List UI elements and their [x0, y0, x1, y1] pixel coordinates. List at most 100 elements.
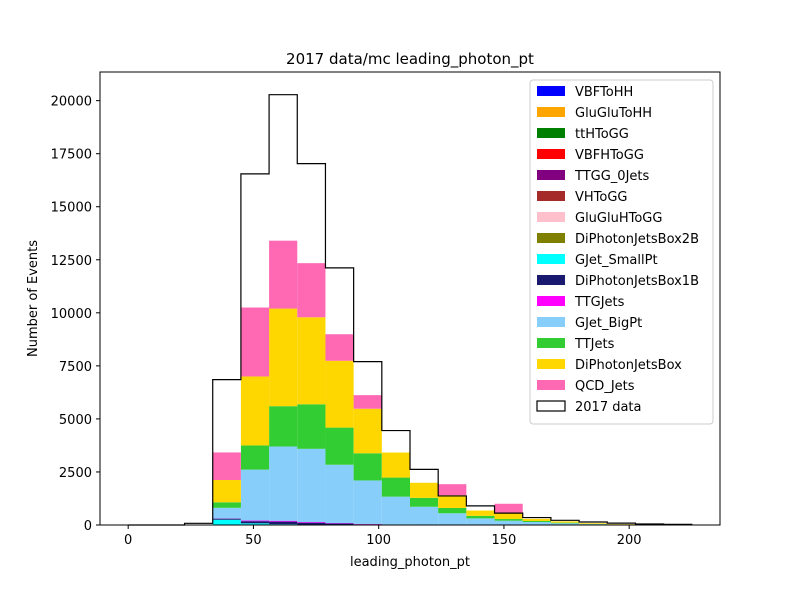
bar-segment	[297, 404, 326, 449]
bar-segment	[212, 502, 241, 508]
bar-segment	[240, 376, 270, 446]
bar-segment	[269, 521, 298, 525]
legend-entry: TTJets	[537, 337, 615, 352]
series-TTJets	[212, 404, 664, 525]
bar-segment	[353, 480, 382, 524]
bar-segment	[297, 448, 326, 523]
legend-entry: VHToGG	[537, 190, 628, 205]
x-tick-label: 0	[124, 533, 132, 548]
bar-segment	[240, 307, 270, 377]
y-tick-label: 5000	[59, 413, 92, 428]
bar-segment	[410, 506, 439, 525]
legend-entry: VBFHToGG	[537, 148, 644, 163]
bar-segment	[522, 522, 551, 525]
bar-segment	[494, 503, 523, 514]
legend-label: VBFToHH	[575, 85, 633, 100]
bar-segment	[438, 484, 467, 496]
bar-segment	[269, 240, 298, 309]
bar-segment	[269, 406, 298, 447]
legend-label: VHToGG	[575, 190, 628, 205]
bar-segment	[240, 469, 270, 521]
bar-segment	[240, 521, 270, 524]
legend-label: GJet_BigPt	[575, 316, 642, 331]
y-tick-label: 7500	[59, 360, 92, 375]
bar-segment	[466, 518, 495, 525]
legend-label: TTGG_0Jets	[574, 169, 650, 184]
bar-segment	[466, 515, 495, 519]
bar-segment	[550, 522, 580, 524]
x-tick-label: 150	[492, 533, 517, 548]
legend-swatch	[537, 170, 565, 180]
legend-swatch	[537, 359, 565, 369]
legend-swatch	[537, 275, 565, 285]
legend-label: ttHToGG	[575, 127, 629, 142]
legend-swatch	[537, 149, 565, 159]
bar-segment	[494, 520, 523, 525]
legend-entry: TTGG_0Jets	[537, 169, 650, 184]
bar-segment	[494, 519, 523, 521]
bar-segment	[325, 464, 354, 524]
x-tick-label: 50	[245, 533, 262, 548]
bar-segment	[410, 497, 439, 507]
y-tick-label: 15000	[51, 201, 92, 216]
bar-segment	[494, 513, 523, 520]
legend-entry: VBFToHH	[537, 85, 633, 100]
bar-segment	[550, 521, 580, 523]
legend-label: GJet_SmallPt	[575, 253, 658, 268]
bar-segment	[353, 408, 382, 454]
y-axis-ticks: 0 2500 5000 7500 10000 12500 15000 17500 20000	[51, 95, 100, 534]
bar-segment	[325, 360, 354, 428]
bar-segment	[522, 520, 551, 523]
bar-segment	[269, 520, 298, 522]
legend-entry: 2017 data	[536, 400, 642, 415]
y-tick-label: 20000	[51, 95, 92, 110]
series-GJet_BigPt	[212, 446, 692, 525]
bar-segment	[522, 518, 551, 521]
bar-segment	[550, 523, 580, 525]
series-QCD_Jets	[212, 240, 523, 514]
data-step-line	[128, 94, 693, 526]
bar-segment	[212, 480, 241, 503]
y-tick-label: 10000	[51, 307, 92, 322]
bar-segment	[269, 308, 298, 407]
legend-entry: GJet_BigPt	[537, 316, 642, 331]
legend-entry: GluGluToHH	[537, 106, 652, 121]
legend-label: QCD_Jets	[575, 379, 635, 394]
legend-frame	[529, 79, 714, 425]
bar-segment	[297, 263, 326, 318]
bar-segment	[353, 395, 382, 409]
bar-segment	[579, 523, 608, 524]
bar-segment	[240, 520, 270, 522]
y-tick-label: 0	[84, 519, 92, 534]
stacked-bars	[212, 240, 692, 525]
bar-segment	[269, 446, 298, 521]
data-histogram	[128, 94, 693, 526]
legend-entry: QCD_Jets	[537, 379, 635, 394]
legend-entry: DiPhotonJetsBox2B	[537, 232, 699, 247]
legend-entry: TTGJets	[537, 295, 625, 310]
bar-segment	[325, 427, 354, 465]
legend-entry: GJet_SmallPt	[537, 253, 658, 268]
legend-swatch	[537, 296, 565, 306]
y-axis-label: Number of Events	[26, 240, 41, 357]
bar-segment	[212, 518, 241, 520]
bar-segment	[438, 495, 467, 508]
bar-segment	[240, 445, 270, 470]
legend-swatch	[537, 86, 565, 96]
legend-label: VBFHToGG	[575, 148, 644, 163]
legend: VBFToHH GluGluToHH ttHToGG VBFHToGG TTGG_0Je…	[529, 79, 714, 425]
legend-swatch	[537, 212, 565, 222]
bar-segment	[297, 522, 326, 525]
x-tick-label: 100	[366, 533, 391, 548]
x-axis-ticks: 0 50 100 150 200	[124, 525, 642, 548]
legend-swatch	[537, 233, 565, 243]
bar-segment	[353, 453, 382, 481]
legend-swatch	[537, 107, 565, 117]
legend-entry: ttHToGG	[537, 127, 629, 142]
bar-segment	[381, 452, 410, 478]
bar-segment	[297, 317, 326, 405]
legend-label: TTGJets	[574, 295, 625, 310]
series-DiPhotonJetsBox	[212, 308, 692, 525]
bar-segment	[410, 482, 439, 498]
